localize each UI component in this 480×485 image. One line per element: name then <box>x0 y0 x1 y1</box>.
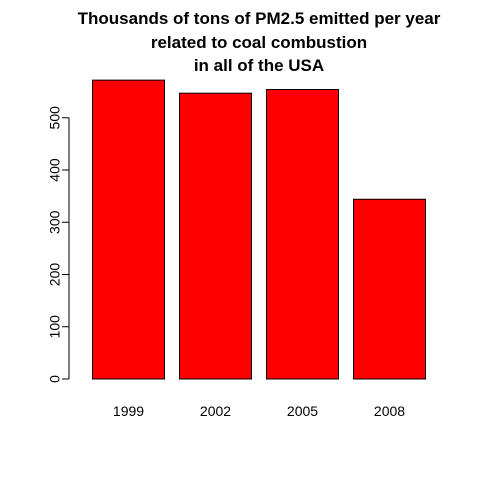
x-category-label-2002: 2002 <box>200 403 231 419</box>
chart-title-line-1: Thousands of tons of PM2.5 emitted per y… <box>78 9 441 28</box>
chart-title-line-3: in all of the USA <box>194 56 324 75</box>
x-axis-category-labels: 1999 2002 2005 2008 <box>113 403 405 419</box>
y-tick-label-0: 0 <box>47 375 63 383</box>
y-tick-label-400: 400 <box>47 158 63 182</box>
y-tick-label-200: 200 <box>47 263 63 287</box>
y-tick-label-500: 500 <box>47 106 63 130</box>
chart-title: Thousands of tons of PM2.5 emitted per y… <box>78 9 441 75</box>
bars <box>92 79 426 380</box>
bar-2008 <box>353 198 426 380</box>
x-category-label-2005: 2005 <box>287 403 318 419</box>
bar-2005 <box>266 89 339 380</box>
y-axis-tick-labels: 0 100 200 300 400 500 <box>47 106 63 383</box>
bar-1999 <box>92 79 165 380</box>
y-tick-label-300: 300 <box>47 210 63 234</box>
chart-title-line-2: related to coal combustion <box>151 33 367 52</box>
x-category-label-1999: 1999 <box>113 403 144 419</box>
x-category-label-2008: 2008 <box>374 403 405 419</box>
y-axis-ticks <box>62 117 69 380</box>
bar-2002 <box>179 92 252 380</box>
y-tick-label-100: 100 <box>47 315 63 339</box>
y-axis: 0 100 200 300 400 500 <box>47 106 70 383</box>
